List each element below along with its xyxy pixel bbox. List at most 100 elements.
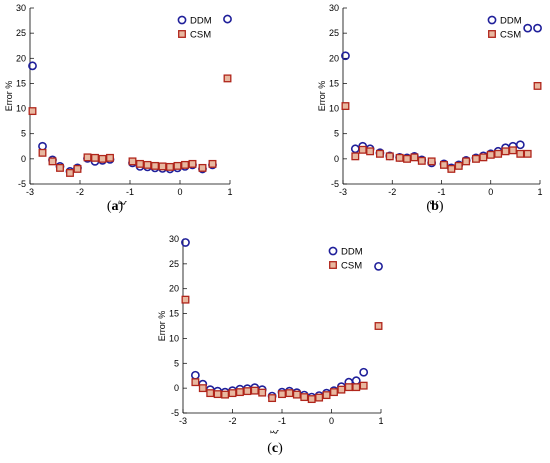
y-tick-label: 0 xyxy=(334,154,339,164)
csm-point xyxy=(533,81,542,90)
csm-point xyxy=(48,157,57,166)
x-axis-label: ξ xyxy=(429,201,439,205)
csm-point xyxy=(501,147,510,156)
panel-label: (c) xyxy=(267,441,283,456)
csm-point xyxy=(374,322,383,330)
csm-point xyxy=(128,157,137,166)
csm-point xyxy=(494,149,503,158)
ddm-point xyxy=(190,370,200,380)
y-axis-label: Error % xyxy=(317,81,327,112)
y-tick-label: 20 xyxy=(169,284,179,294)
x-tick-label: 0 xyxy=(488,187,493,197)
ddm-point xyxy=(359,367,369,377)
csm-point xyxy=(351,152,360,161)
csm-point xyxy=(359,381,368,390)
y-tick-label: 0 xyxy=(21,154,26,164)
x-tick-label: -3 xyxy=(179,416,187,426)
y-tick-label: 25 xyxy=(16,28,26,38)
x-tick-label: -1 xyxy=(278,416,286,426)
ddm-point xyxy=(523,23,533,33)
y-tick-label: 25 xyxy=(329,28,339,38)
legend-label: DDM xyxy=(341,247,363,258)
csm-point xyxy=(523,149,532,158)
csm-point xyxy=(213,390,222,399)
csm-point xyxy=(66,168,74,177)
legend-label: CSM xyxy=(341,261,362,272)
csm-point xyxy=(206,389,215,398)
y-tick-label: 30 xyxy=(169,234,179,244)
y-tick-label: 10 xyxy=(169,333,179,343)
x-tick-label: -2 xyxy=(228,416,236,426)
y-tick-label: 15 xyxy=(329,78,339,88)
y-tick-label: -5 xyxy=(18,179,26,189)
chart-panel-b: -5 0 5 10 15 20 25 30 -3 -2 -1 0 1 Error % ξ DDM CSM (b) xyxy=(317,3,543,214)
x-tick-label: 1 xyxy=(227,187,232,197)
csm-point xyxy=(198,384,207,393)
x-axis-label: ξ xyxy=(269,430,279,434)
csm-point xyxy=(166,162,174,171)
x-tick-label: 0 xyxy=(329,416,334,426)
csm-point xyxy=(375,149,384,158)
y-axis-label: Error % xyxy=(4,81,14,112)
y-tick-label: 0 xyxy=(174,383,179,393)
csm-point xyxy=(344,383,353,392)
csm-point xyxy=(223,74,232,83)
csm-point xyxy=(395,153,404,162)
y-tick-label: 20 xyxy=(329,53,339,63)
csm-point xyxy=(440,160,448,169)
legend-label: CSM xyxy=(190,30,211,41)
csm-point xyxy=(366,147,375,156)
csm-point xyxy=(278,390,286,399)
y-tick-label: -5 xyxy=(171,408,179,418)
y-tick-label: 10 xyxy=(16,104,26,114)
csm-point xyxy=(250,386,259,395)
csm-point xyxy=(300,393,309,402)
y-tick-label: 10 xyxy=(329,104,339,114)
csm-point xyxy=(341,102,350,111)
csm-point xyxy=(181,160,189,169)
y-tick-label: 15 xyxy=(16,78,26,88)
csm-point xyxy=(417,156,426,165)
x-tick-label: -3 xyxy=(26,187,34,197)
legend-ddm-marker xyxy=(177,15,187,25)
csm-point xyxy=(198,163,207,172)
csm-point xyxy=(173,161,182,170)
csm-point xyxy=(330,388,338,397)
panel-label: (b) xyxy=(426,199,443,214)
csm-point xyxy=(307,395,316,404)
ddm-point xyxy=(374,261,383,271)
csm-point xyxy=(358,145,367,154)
csm-point xyxy=(28,107,37,116)
legend-ddm-marker xyxy=(328,246,338,256)
csm-point xyxy=(486,150,495,159)
csm-point xyxy=(221,390,230,399)
csm-point xyxy=(322,391,331,400)
ddm-point xyxy=(350,144,360,154)
y-tick-label: 5 xyxy=(174,358,179,368)
csm-point xyxy=(385,152,394,161)
y-axis-label: Error % xyxy=(157,311,167,342)
ddm-point xyxy=(38,141,47,151)
csm-point xyxy=(403,154,411,163)
csm-point xyxy=(136,159,144,168)
csm-point xyxy=(181,295,190,304)
csm-point xyxy=(462,157,471,166)
legend-label: CSM xyxy=(500,30,521,41)
y-tick-label: 25 xyxy=(169,259,179,269)
csm-point xyxy=(208,159,217,168)
y-tick-label: -5 xyxy=(331,179,339,189)
csm-point xyxy=(158,162,167,171)
csm-point xyxy=(479,153,488,162)
x-tick-label: 0 xyxy=(177,187,182,197)
csm-point xyxy=(472,154,480,163)
csm-point xyxy=(292,390,301,399)
x-tick-label: -1 xyxy=(437,187,445,197)
csm-point xyxy=(258,388,267,397)
csm-point xyxy=(243,387,252,396)
ddm-point xyxy=(515,140,525,150)
legend-label: DDM xyxy=(190,16,212,27)
ddm-point xyxy=(533,23,542,33)
y-tick-label: 15 xyxy=(169,309,179,319)
csm-point xyxy=(337,385,346,394)
